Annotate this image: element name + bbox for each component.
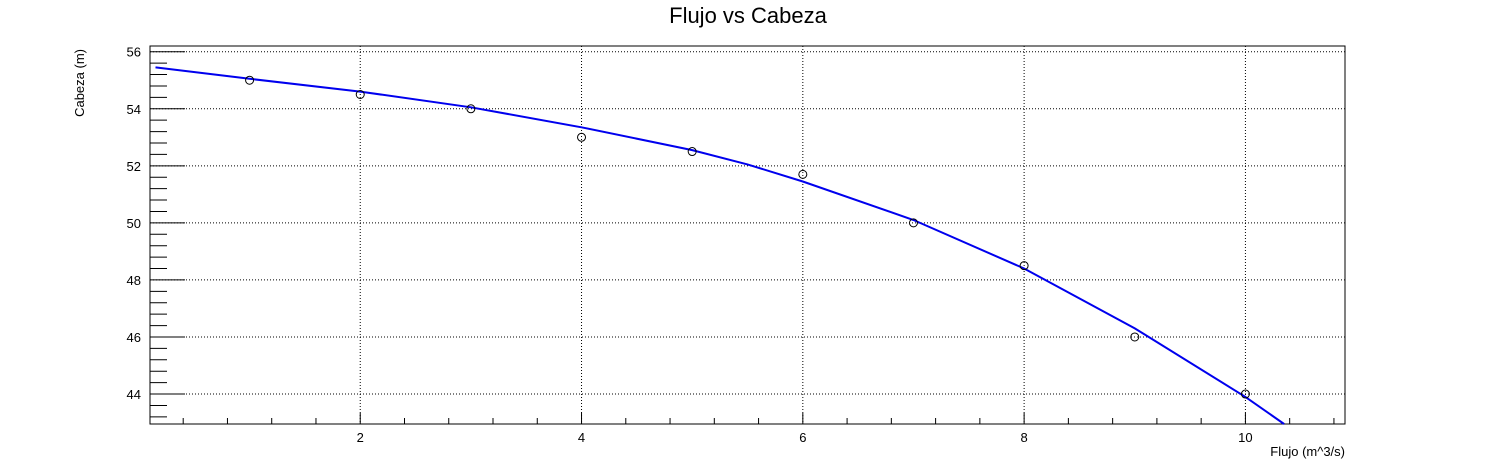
x-tick-label: 4 [578,430,585,445]
data-point [466,104,476,114]
fit-curve [155,66,1285,425]
data-point [1240,389,1250,399]
data-point [687,147,697,157]
x-tick-label: 8 [1021,430,1028,445]
y-tick-label: 46 [127,330,141,345]
grid-lines [150,46,1345,424]
y-tick-label: 54 [127,102,141,117]
plot-frame [149,45,1346,425]
y-tick-label: 56 [127,45,141,60]
y-axis-title: Cabeza (m) [72,49,87,117]
y-tick-label: 48 [127,273,141,288]
data-point [798,169,808,179]
data-point [1019,261,1029,271]
chart-title: Flujo vs Cabeza [669,3,828,28]
axis-ticks [150,51,1335,424]
x-tick-label: 10 [1238,430,1252,445]
x-tick-label: 2 [357,430,364,445]
data-point [1130,332,1140,342]
x-tick-label: 6 [799,430,806,445]
data-point [245,75,255,85]
data-series [155,66,1285,425]
x-axis-title: Flujo (m^3/s) [1270,444,1345,459]
data-point [908,218,918,228]
y-tick-label: 52 [127,159,141,174]
y-tick-label: 50 [127,216,141,231]
data-point [577,132,587,142]
y-tick-label: 44 [127,387,141,402]
data-point [355,89,365,99]
